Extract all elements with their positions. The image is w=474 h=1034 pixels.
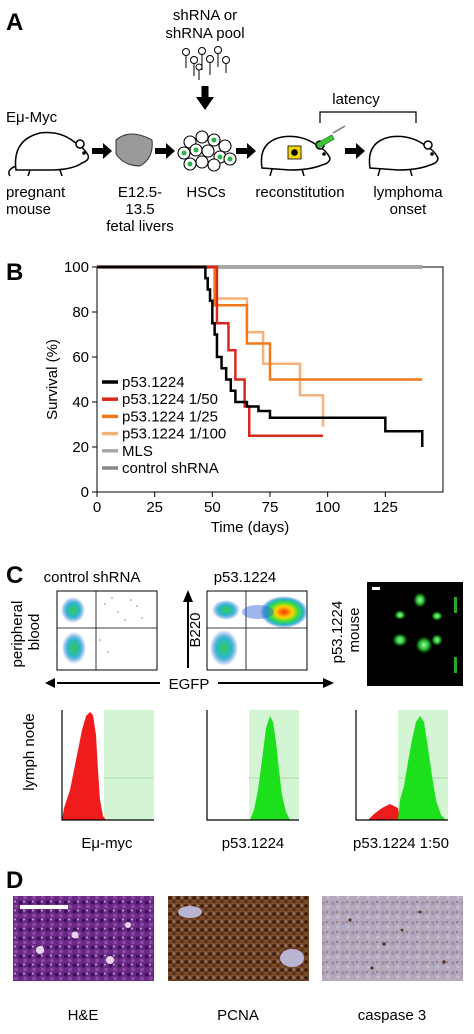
syringe-icon: [315, 125, 346, 149]
histogram-label: p53.1224: [222, 835, 285, 852]
y-tick-label: 40: [72, 394, 89, 411]
step-label: E12.5-: [118, 184, 162, 201]
flow-plot-p53: [206, 590, 308, 671]
y-tick-label: 60: [72, 349, 89, 366]
step-label: 13.5: [125, 201, 154, 218]
egfp-label-bg: [160, 675, 218, 691]
y-tick-label: 100: [64, 259, 89, 276]
row-label-line: peripheral: [9, 601, 26, 668]
panel-c: C control shRNA p53.1224 peripheral bloo…: [6, 562, 463, 852]
legend-label: MLS: [122, 443, 153, 460]
col-title-control: control shRNA: [44, 569, 141, 586]
col-title-p53: p53.1224: [214, 569, 277, 586]
histology-label: PCNA: [217, 1007, 259, 1024]
histology-label: H&E: [68, 1007, 99, 1024]
shrna-lollipops-icon: [182, 46, 230, 80]
step-label: HSCs: [186, 184, 225, 201]
x-tick-label: 100: [315, 499, 340, 516]
scale-bar: [20, 905, 68, 909]
panel-d: D H&E PCNA caspase 3: [6, 867, 463, 1024]
panel-c-letter: C: [6, 562, 23, 589]
x-axis-label: Time (days): [211, 519, 290, 536]
panel-a: A shRNA or shRNA pool Eμ-Myc latency: [6, 7, 443, 235]
legend-label: p53.1224 1/100: [122, 426, 226, 443]
latency-bracket: [319, 111, 417, 123]
step-label: pregnant: [6, 184, 66, 201]
row-label-lymph-node: lymph node: [21, 713, 38, 791]
histology-caspase3: [322, 896, 463, 981]
survival-curve: [97, 265, 423, 381]
mouse-label: p53.1224 mouse: [329, 597, 363, 664]
histology-label: caspase 3: [358, 1007, 426, 1024]
mouse-label-line: mouse: [346, 607, 363, 652]
step-label: mouse: [6, 201, 51, 218]
emu-myc-label: Eμ-Myc: [6, 109, 58, 126]
legend-label: p53.1224: [122, 374, 185, 391]
survival-curve: [97, 265, 424, 447]
latency-label: latency: [332, 91, 380, 108]
x-tick-label: 0: [93, 499, 101, 516]
y-axis-label: Survival (%): [44, 339, 61, 420]
x-tick-label: 25: [146, 499, 163, 516]
histogram-p53: [206, 710, 299, 821]
row-label-peripheral-blood: peripheral blood: [9, 597, 43, 668]
y-tick-label: 80: [72, 304, 89, 321]
panel-d-letter: D: [6, 867, 23, 894]
y-axis-label-b220: B220: [187, 612, 204, 647]
step-label: onset: [390, 201, 428, 218]
histogram-label: p53.1224 1:50: [353, 835, 449, 852]
x-tick-label: 50: [204, 499, 221, 516]
step-label: reconstitution: [255, 184, 344, 201]
mouse-irradiated-icon: [260, 135, 331, 177]
legend-label: p53.1224 1/25: [122, 408, 218, 425]
legend-label: control shRNA: [122, 460, 219, 477]
y-tick-label: 20: [72, 439, 89, 456]
arrow-right-icon: [92, 143, 365, 159]
down-arrow-icon: [196, 86, 214, 110]
mouse-lymphoma-icon: [368, 135, 439, 177]
mouse-pregnant-icon: [8, 131, 90, 177]
x-axis-label-egfp: EGFP: [169, 676, 210, 693]
histology-he: [13, 896, 154, 981]
shrna-label-line1: shRNA or: [173, 7, 237, 24]
step-label: fetal livers: [106, 218, 174, 235]
panel-b-letter: B: [6, 259, 23, 286]
histogram-emu-myc: [61, 710, 154, 821]
survival-chart: 0 20 40 60 80 100 0 25 50 75 100 125 Time (days) Surv…: [44, 259, 444, 536]
row-label-line: blood: [26, 614, 43, 651]
mouse-imaging: [367, 582, 463, 686]
shrna-label-line2: shRNA pool: [165, 25, 244, 42]
y-tick-label: 0: [81, 484, 89, 501]
mouse-label-line: p53.1224: [329, 601, 346, 664]
panel-b: B 0 20 40 60 80 100 0 25 50 75 100 125 Time (days) Su…: [6, 259, 444, 536]
histology-pcna: [168, 896, 309, 981]
flow-plot-control: [56, 590, 158, 671]
histogram-label: Eμ-myc: [81, 835, 133, 852]
x-tick-label: 75: [262, 499, 279, 516]
x-tick-label: 125: [373, 499, 398, 516]
step-label: lymphoma: [373, 184, 443, 201]
histogram-p53-1-50: [355, 710, 448, 821]
panel-a-letter: A: [6, 9, 23, 36]
legend-label: p53.1224 1/50: [122, 391, 218, 408]
b220-axis-arrow-icon: [183, 590, 193, 668]
fetal-liver-icon: [115, 133, 153, 167]
hsc-cluster-icon: [177, 130, 237, 172]
